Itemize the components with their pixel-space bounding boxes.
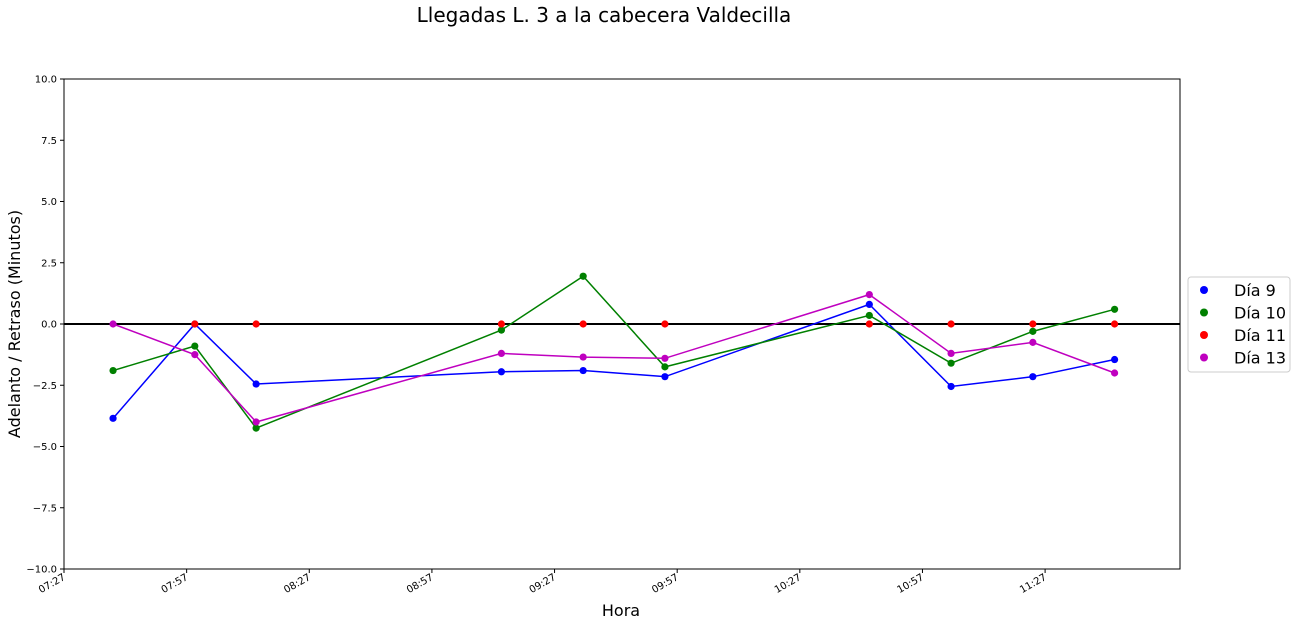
- data-point: [109, 320, 117, 328]
- x-tick-label: 08:27: [282, 572, 312, 596]
- legend-marker: [1200, 331, 1208, 339]
- legend-label: Día 10: [1234, 304, 1286, 323]
- data-point: [1029, 338, 1037, 346]
- x-tick-label: 08:57: [405, 572, 435, 596]
- data-point: [865, 320, 873, 328]
- data-point: [1029, 373, 1037, 381]
- data-point: [661, 363, 669, 371]
- data-point: [191, 320, 199, 328]
- data-point: [109, 414, 117, 422]
- data-point: [252, 320, 260, 328]
- data-point: [1110, 320, 1119, 328]
- data-point: [579, 320, 587, 328]
- data-point: [579, 272, 587, 280]
- data-point: [865, 311, 873, 320]
- legend-marker: [1200, 286, 1208, 294]
- data-point: [1110, 355, 1119, 364]
- data-point: [865, 291, 873, 299]
- y-tick-label: 7.5: [41, 136, 57, 147]
- y-tick-label: −2.5: [33, 381, 57, 392]
- y-tick-label: −5.0: [33, 442, 57, 453]
- data-point: [947, 320, 955, 328]
- y-tick-label: −7.5: [33, 503, 57, 514]
- x-tick-label: 10:27: [773, 572, 803, 596]
- x-tick-label: 10:57: [895, 572, 925, 596]
- data-point: [497, 368, 506, 376]
- x-tick-label: 07:57: [160, 572, 190, 596]
- data-point: [191, 342, 199, 350]
- y-tick-label: −10.0: [26, 565, 57, 576]
- data-point: [661, 373, 669, 381]
- data-point: [252, 380, 260, 388]
- data-point: [191, 351, 199, 359]
- plot-area: 10.07.55.02.50.0−2.5−5.0−7.5−10.007:27 07…: [26, 75, 1181, 596]
- y-tick-label: 5.0: [41, 197, 57, 208]
- x-axis-label: Hora: [602, 601, 640, 620]
- data-point: [1110, 369, 1119, 377]
- legend: Día 9 Día 10 Día 11 Día 13: [1187, 276, 1291, 373]
- y-axis-label: Adelanto / Retraso (Minutos): [5, 210, 24, 438]
- series-2: [109, 272, 1119, 432]
- data-point: [947, 382, 955, 391]
- data-point: [252, 424, 260, 432]
- series-4: [109, 291, 1119, 426]
- x-tick-label: 09:57: [650, 572, 680, 596]
- data-point: [579, 366, 587, 375]
- data-point: [947, 349, 955, 357]
- data-point: [497, 326, 506, 334]
- x-tick-label: 11:27: [1018, 572, 1048, 596]
- series-line: [112, 293, 1115, 423]
- data-point: [865, 300, 873, 308]
- data-point: [661, 354, 669, 362]
- x-tick-label: 07:27: [37, 572, 67, 596]
- data-point: [579, 353, 587, 361]
- legend-marker: [1200, 353, 1208, 362]
- legend-label: Día 11: [1234, 326, 1286, 345]
- y-tick-label: 10.0: [35, 75, 57, 86]
- data-point: [1110, 305, 1119, 313]
- y-tick-label: 2.5: [41, 258, 57, 269]
- data-point: [1029, 320, 1037, 328]
- data-point: [497, 320, 506, 328]
- data-point: [947, 359, 955, 367]
- legend-label: Día 13: [1234, 349, 1286, 368]
- series-3: [191, 320, 1119, 328]
- legend-box: [1187, 276, 1291, 373]
- y-tick-label: 0.0: [41, 320, 57, 331]
- y-axis: 10.0 7.5 5.0 2.5 0.0 −2.5 −5.0 −7.5 −10.0: [26, 75, 64, 576]
- data-point: [109, 366, 117, 375]
- data-point: [661, 320, 669, 328]
- legend-label: Día 9: [1234, 281, 1276, 300]
- series-1: [109, 300, 1119, 422]
- chart-title: Llegadas L. 3 a la cabecera Valdecilla: [417, 3, 792, 27]
- data-point: [252, 418, 260, 426]
- legend-marker: [1200, 308, 1208, 317]
- series-line: [112, 303, 1115, 419]
- x-axis: 07:27 07:57 08:27 08:57 09:27 09:57 10:27 10:57…: [37, 569, 1049, 596]
- data-point: [497, 349, 506, 357]
- data-point: [1029, 327, 1037, 335]
- x-tick-label: 09:27: [528, 572, 558, 596]
